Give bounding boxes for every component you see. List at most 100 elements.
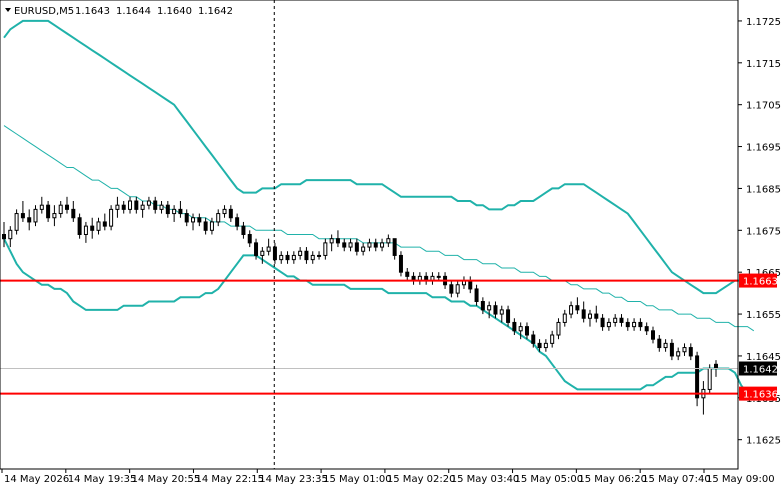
lower-band-line (3, 238, 754, 395)
bear-candle-body (468, 280, 473, 290)
bull-candle-body (386, 238, 391, 244)
bull-candle-body (291, 254, 296, 261)
bull-candle-body (455, 284, 460, 294)
bull-candle-body (216, 213, 221, 223)
bull-candle-body (279, 254, 284, 261)
bull-candle-body (329, 238, 334, 244)
bear-candle-body (102, 221, 107, 227)
horizontal-levels[interactable] (0, 279, 738, 395)
bull-candle-body (323, 242, 328, 256)
bear-candle-body (178, 208, 183, 215)
bull-candle-body (266, 246, 271, 252)
bear-candle-body (153, 200, 158, 210)
bear-candle-body (398, 254, 403, 273)
bear-candle-body (65, 204, 70, 210)
bear-candle-body (203, 221, 208, 231)
bear-candle-body (644, 326, 649, 332)
bull-candle-body (58, 204, 63, 215)
bull-candle-body (682, 347, 687, 353)
bull-candle-body (562, 313, 567, 323)
level-price-tag-label: 1.1663 (743, 277, 778, 288)
bear-candle-body (197, 217, 202, 223)
symbol-info: EURUSD,M5 1.1643 1.1644 1.1640 1.1642 (5, 6, 233, 17)
bear-candle-body (714, 363, 718, 369)
bull-candle-body (298, 250, 303, 256)
bear-candle-body (121, 204, 126, 210)
bull-candle-body (663, 342, 668, 349)
ohlc-low: 1.1640 (157, 6, 192, 17)
bear-candle-body (254, 242, 259, 256)
y-tick-label: 1.1715 (746, 59, 781, 70)
bear-candle-body (46, 204, 51, 219)
bear-candle-body (285, 254, 290, 261)
bear-candle-body (90, 225, 95, 231)
bull-candle-body (367, 242, 372, 248)
ohlc-open: 1.1643 (75, 6, 110, 17)
plot-frame (0, 0, 739, 470)
x-tick-label: 15 May 09:00 (706, 474, 775, 485)
bear-candle-body (688, 347, 693, 357)
bear-candle-body (669, 342, 674, 357)
bear-candle-body (405, 271, 410, 277)
bear-candle-body (342, 242, 347, 248)
x-tick-label: 14 May 20:55 (132, 474, 201, 485)
y-tick-label: 1.1705 (746, 101, 781, 112)
bull-candle-body (550, 334, 555, 344)
candlestick-series (2, 196, 718, 415)
bear-candle-body (392, 238, 397, 256)
bull-candle-body (140, 204, 145, 210)
bull-candle-body (707, 368, 712, 390)
bear-candle-body (235, 217, 240, 227)
bear-candle-body (657, 338, 662, 349)
bull-candle-body (676, 351, 681, 357)
x-tick-label: 14 May 19:35 (68, 474, 137, 485)
y-tick-label: 1.1725 (746, 17, 781, 28)
x-tick-label: 15 May 01:00 (323, 474, 392, 485)
level-price-tag (739, 273, 777, 288)
bear-candle-body (241, 225, 246, 235)
bear-candle-body (524, 326, 529, 336)
bull-candle-body (556, 321, 561, 336)
bear-candle-body (272, 246, 277, 261)
bull-candle-body (191, 217, 196, 223)
bull-candle-body (39, 204, 44, 210)
x-tick-label: 14 May 23:35 (259, 474, 328, 485)
bear-candle-body (373, 242, 378, 248)
bull-candle-body (543, 342, 548, 349)
bear-candle-body (228, 208, 233, 219)
bear-candle-body (480, 301, 485, 311)
bear-candle-body (304, 250, 309, 261)
bear-candle-body (506, 309, 511, 323)
middle-band-line (3, 125, 755, 332)
bull-candle-body (52, 213, 57, 219)
x-tick-label: 15 May 06:20 (578, 474, 647, 485)
bull-candle-body (8, 229, 13, 240)
bear-candle-body (537, 342, 542, 349)
bear-candle-body (575, 305, 580, 311)
bear-candle-body (184, 213, 189, 223)
bear-candle-body (77, 217, 82, 235)
bear-candle-body (27, 217, 32, 223)
ohlc-close: 1.1642 (198, 6, 233, 17)
bear-candle-body (594, 313, 599, 319)
bear-candle-body (695, 355, 700, 399)
bear-candle-body (619, 317, 624, 323)
y-tick-label: 1.1645 (746, 352, 781, 363)
collapse-triangle-icon[interactable] (5, 8, 11, 12)
bull-candle-body (380, 242, 385, 248)
y-tick-label: 1.1625 (746, 436, 781, 447)
bull-candle-body (499, 309, 504, 315)
bear-candle-body (165, 204, 170, 215)
bull-candle-body (632, 321, 637, 328)
upper-band-line (3, 19, 748, 295)
bear-candle-body (474, 288, 479, 302)
bull-candle-body (83, 225, 88, 235)
bull-candle-body (348, 242, 353, 248)
bull-candle-body (209, 221, 214, 231)
level-price-tag (739, 386, 777, 401)
bull-candle-body (14, 213, 19, 231)
bear-candle-body (531, 334, 536, 344)
y-tick-label: 1.1655 (746, 310, 781, 321)
bull-candle-body (436, 275, 441, 278)
